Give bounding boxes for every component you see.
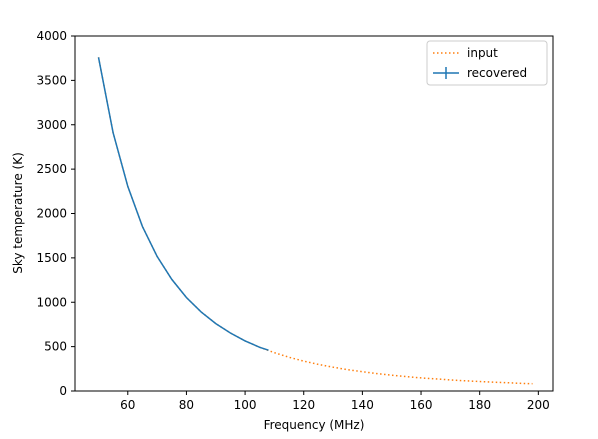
y-tick-label: 3500 <box>36 73 67 87</box>
y-tick-label: 2000 <box>36 207 67 221</box>
legend-label-input: input <box>467 46 498 60</box>
y-tick-label: 4000 <box>36 29 67 43</box>
y-tick-label: 3000 <box>36 118 67 132</box>
y-tick-label: 2500 <box>36 162 67 176</box>
legend-box <box>426 40 548 86</box>
series-line-input <box>97 57 533 385</box>
x-axis-label: Frequency (MHz) <box>264 418 365 432</box>
y-tick-label: 0 <box>59 384 67 398</box>
series-line-recovered <box>97 57 269 351</box>
y-axis-label: Sky temperature (K) <box>11 152 25 274</box>
legend-label-recovered: recovered <box>467 66 527 80</box>
y-tick-label: 500 <box>44 340 67 354</box>
y-tick-label: 1000 <box>36 295 67 309</box>
plot-frame <box>74 35 554 392</box>
x-tick-label: 120 <box>292 398 315 412</box>
x-tick-label: 60 <box>120 398 135 412</box>
y-tick-label: 1500 <box>36 251 67 265</box>
legend: input recovered <box>426 40 548 86</box>
x-tick-label: 160 <box>410 398 433 412</box>
x-tick-label: 100 <box>234 398 257 412</box>
x-tick-label: 140 <box>351 398 374 412</box>
x-tick-label: 180 <box>468 398 491 412</box>
x-tick-label: 80 <box>179 398 194 412</box>
x-tick-label: 200 <box>527 398 550 412</box>
